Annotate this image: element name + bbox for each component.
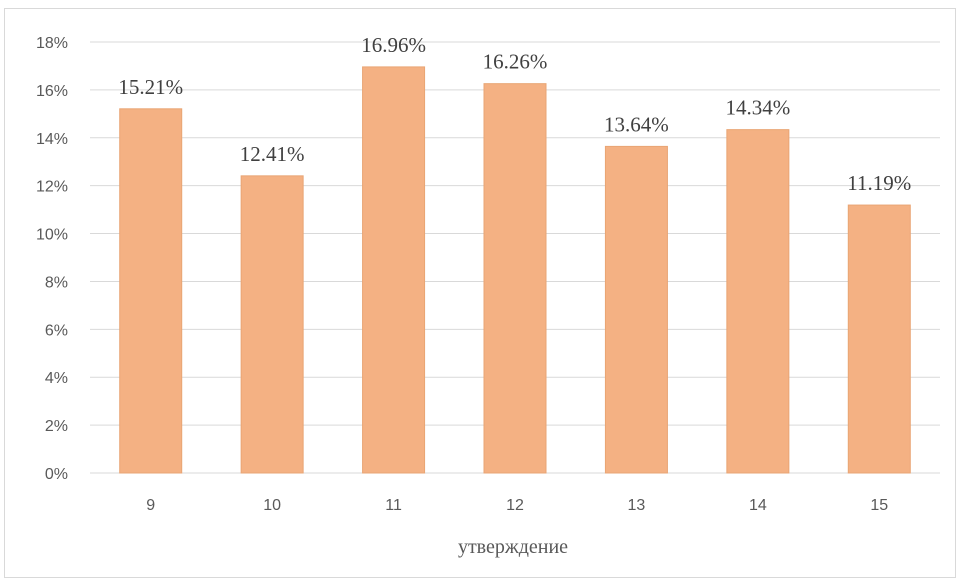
- y-axis-ticks: 0% 2% 4% 6% 8% 10% 12% 14% 16% 18%: [36, 35, 68, 483]
- data-labels: 15.21% 12.41% 16.96% 16.26% 13.64% 14.34% 11.1…: [118, 33, 911, 195]
- data-label-9: 15.21%: [118, 75, 183, 99]
- x-tick-label-15: 15: [870, 497, 888, 514]
- y-tick-label: 6%: [45, 322, 68, 339]
- y-tick-label: 14%: [36, 131, 68, 148]
- x-tick-label-13: 13: [628, 497, 646, 514]
- x-axis-title: утверждение: [458, 536, 568, 558]
- data-label-12: 16.26%: [483, 50, 548, 74]
- y-tick-label: 16%: [36, 83, 68, 100]
- y-tick-label: 18%: [36, 35, 68, 52]
- bar-9: [119, 108, 183, 474]
- x-tick-label-14: 14: [749, 497, 767, 514]
- bar-15: [847, 204, 911, 474]
- y-tick-label: 4%: [45, 370, 68, 387]
- data-label-13: 13.64%: [604, 112, 669, 136]
- x-tick-label-11: 11: [385, 497, 402, 514]
- bars: [119, 66, 911, 474]
- data-label-11: 16.96%: [361, 33, 426, 57]
- data-label-14: 14.34%: [725, 96, 790, 120]
- y-tick-label: 0%: [45, 466, 68, 483]
- y-tick-label: 2%: [45, 418, 68, 435]
- x-tick-label-9: 9: [146, 497, 155, 514]
- data-label-10: 12.41%: [240, 142, 305, 166]
- y-tick-label: 10%: [36, 227, 68, 244]
- x-tick-label-12: 12: [506, 497, 524, 514]
- y-tick-label: 12%: [36, 179, 68, 196]
- x-axis-ticks: 9 10 11 12 13 14 15: [146, 497, 888, 514]
- bar-13: [604, 145, 668, 474]
- bar-10: [240, 175, 304, 474]
- bar-12: [483, 83, 547, 474]
- data-label-15: 11.19%: [847, 171, 911, 195]
- x-tick-label-10: 10: [263, 497, 281, 514]
- y-tick-label: 8%: [45, 274, 68, 291]
- bar-14: [726, 129, 790, 474]
- bar-11: [362, 66, 426, 474]
